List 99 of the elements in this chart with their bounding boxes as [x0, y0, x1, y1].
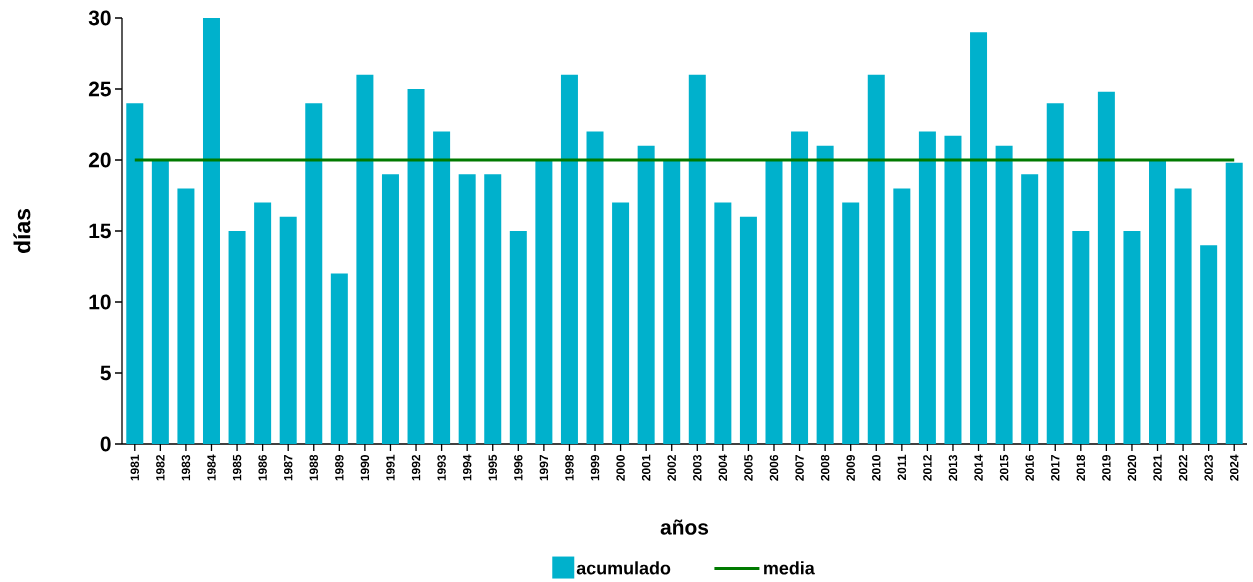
- bar: [1021, 174, 1039, 444]
- x-tick-label: 1985: [232, 454, 242, 481]
- x-tick-label: 1981: [130, 454, 140, 481]
- x-tick-label: 2011: [897, 454, 907, 481]
- x-tick-label: 1989: [335, 454, 344, 481]
- x-tick-label: 2020: [1127, 455, 1137, 481]
- bar: [995, 145, 1013, 444]
- x-tick-label: 2002: [667, 455, 676, 481]
- x-tick-label: 1999: [590, 454, 600, 481]
- bar: [433, 131, 451, 444]
- x-tick-label: 1984: [207, 454, 216, 481]
- bar: [663, 160, 681, 444]
- bar: [535, 160, 553, 444]
- x-tick-label: 2012: [923, 455, 932, 481]
- bar: [126, 103, 144, 444]
- x-tick-label: 1996: [514, 454, 523, 481]
- bar: [637, 145, 655, 444]
- x-tick-label: 2016: [1025, 454, 1034, 481]
- bar: [228, 231, 246, 444]
- bar: [612, 202, 630, 444]
- x-tick-label: 1983: [181, 454, 191, 481]
- x-tick-label: 2017: [1051, 455, 1060, 481]
- bar: [407, 89, 425, 444]
- x-tick-label: 1994: [462, 454, 472, 481]
- x-tick-label: 1982: [156, 455, 165, 481]
- x-tick-label: 2005: [744, 454, 753, 481]
- y-tick-label: 0: [100, 436, 111, 452]
- x-tick-label: 2007: [795, 455, 804, 481]
- x-tick-label: 2001: [641, 454, 651, 481]
- bar: [279, 216, 297, 444]
- x-tick-label: 2003: [693, 454, 702, 481]
- x-tick-label: 2023: [1204, 454, 1213, 481]
- bar: [791, 131, 809, 444]
- bar: [1200, 245, 1218, 444]
- bar: [586, 131, 604, 444]
- legend-label: media: [764, 561, 815, 575]
- y-tick-label: 30: [88, 10, 111, 26]
- bar: [381, 174, 399, 444]
- x-tick-label: 1986: [258, 454, 267, 481]
- bar: [151, 160, 169, 444]
- bar: [356, 74, 374, 444]
- bar: [177, 188, 195, 444]
- bar: [1046, 103, 1064, 444]
- bar: [330, 273, 348, 444]
- x-tick-label: 1988: [309, 454, 318, 481]
- x-tick-label: 2022: [1178, 455, 1188, 481]
- y-axis-title: días: [13, 209, 31, 253]
- bar: [202, 18, 220, 444]
- x-axis-title: años: [660, 519, 709, 535]
- x-tick-label: 2019: [1102, 454, 1111, 481]
- x-tick-label: 1998: [565, 454, 574, 481]
- x-tick-label: 2021: [1153, 454, 1162, 481]
- x-tick-label: 2008: [820, 454, 830, 481]
- bar: [816, 145, 834, 444]
- x-tick-label: 1991: [386, 454, 395, 481]
- x-tick-label: 2013: [948, 454, 958, 481]
- bar: [944, 135, 962, 444]
- y-tick-label: 10: [89, 294, 111, 310]
- bar: [1149, 160, 1167, 444]
- bar: [1123, 231, 1141, 444]
- bar: [867, 74, 885, 444]
- x-tick-label: 2024: [1229, 454, 1239, 481]
- y-tick-label: 5: [100, 365, 111, 381]
- bar: [1174, 188, 1192, 444]
- x-tick-label: 1987: [283, 455, 293, 481]
- bar: [842, 202, 860, 444]
- bar: [509, 231, 527, 444]
- x-tick-label: 2006: [769, 454, 779, 481]
- bar: [305, 103, 323, 444]
- bar: [765, 160, 783, 444]
- y-tick-label: 25: [88, 81, 111, 97]
- bar: [714, 202, 732, 444]
- x-tick-label: 2018: [1076, 454, 1086, 481]
- x-tick-label: 1990: [360, 455, 370, 481]
- bar: [739, 216, 757, 444]
- x-tick-label: 1992: [411, 455, 421, 481]
- bar: [688, 74, 706, 444]
- bar: [458, 174, 476, 444]
- x-tick-label: 1993: [437, 454, 446, 481]
- x-tick-label: 2000: [616, 455, 625, 481]
- x-tick-label: 1995: [488, 454, 497, 481]
- x-tick-label: 2010: [872, 455, 881, 481]
- x-tick-label: 2015: [999, 454, 1009, 481]
- bar: [1072, 231, 1090, 444]
- bar: [560, 74, 578, 444]
- bar: [254, 202, 272, 444]
- bar: [970, 32, 988, 444]
- bar: [1225, 162, 1243, 444]
- x-tick-label: 2014: [974, 454, 983, 481]
- x-tick-label: 1997: [539, 455, 549, 481]
- x-tick-label: 2009: [846, 454, 855, 481]
- bar: [1097, 91, 1115, 444]
- y-tick-label: 15: [89, 223, 111, 239]
- bar: [484, 174, 502, 444]
- legend-label: acumulado: [576, 561, 671, 575]
- x-tick-label: 2004: [718, 454, 728, 481]
- y-tick-label: 20: [88, 152, 111, 168]
- bar: [918, 131, 936, 444]
- bar: [893, 188, 911, 444]
